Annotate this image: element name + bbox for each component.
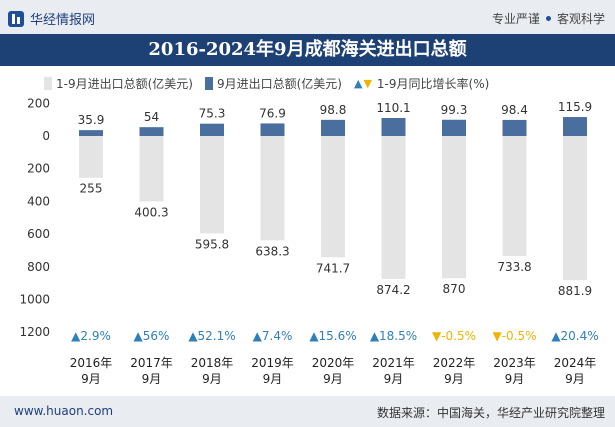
bar-cumulative [200, 136, 224, 234]
growth-rate-label: ▲2.9% [71, 329, 111, 343]
bar-monthly [502, 119, 527, 136]
bar-cumulative [381, 136, 406, 279]
legend-label-cumulative: 1-9月进出口总额(亿美元) [56, 76, 193, 91]
bar-monthly [442, 119, 466, 136]
bar-monthly [563, 117, 587, 136]
x-tick-label: 2021年 [372, 356, 415, 370]
growth-rate-label: ▲7.4% [253, 329, 293, 343]
data-label-monthly: 75.3 [199, 107, 226, 121]
bullet-dot-icon [545, 16, 551, 21]
brand-logo-icon [8, 10, 24, 27]
brand-name: 华经情报网 [30, 13, 96, 28]
bar-cumulative [321, 136, 345, 258]
growth-rate-label: ▲52.1% [188, 329, 235, 343]
growth-rate-label: ▼-0.5% [432, 329, 476, 343]
data-label-cumulative: 874.2 [376, 283, 410, 297]
x-tick-label: 2020年 [312, 356, 355, 370]
tagline-left: 专业严谨 [491, 12, 540, 26]
bar-cumulative [139, 136, 164, 202]
legend-item-cumulative: 1-9月进出口总额(亿美元) [44, 75, 193, 92]
x-tick-label: 2019年 [251, 356, 294, 370]
x-tick-label: 2022年 [433, 356, 476, 370]
legend-label-monthly: 9月进出口总额(亿美元) [216, 76, 342, 91]
growth-rate-label: ▲20.4% [551, 329, 598, 343]
data-label-monthly: 115.9 [558, 100, 592, 114]
bar-monthly [139, 127, 164, 136]
y-tick-label: 400 [27, 194, 50, 208]
data-label-cumulative: 741.7 [316, 261, 350, 275]
y-tick-label: 600 [27, 227, 50, 241]
data-label-monthly: 110.1 [376, 101, 410, 115]
y-tick-label: 1200 [19, 325, 50, 339]
legend-item-growth: ▲ ▼ 1-9月同比增长率(%) [354, 75, 489, 92]
y-tick-label: 200 [27, 162, 50, 176]
bar-monthly [79, 130, 103, 136]
data-label-cumulative: 733.8 [497, 260, 531, 274]
bar-monthly [381, 117, 406, 136]
x-tick-label: 2018年 [191, 356, 234, 370]
brand-logo[interactable]: 华经情报网 [8, 9, 95, 28]
legend-swatch-monthly [204, 76, 213, 90]
growth-rate-label: ▲18.5% [370, 329, 417, 343]
x-tick-label: 9月 [263, 372, 283, 386]
bar-cumulative [260, 136, 285, 241]
data-label-monthly: 76.9 [259, 106, 286, 120]
y-tick-label: 800 [27, 260, 50, 274]
footer-source: 数据来源：中国海关，华经产业研究院整理 [376, 406, 605, 420]
x-tick-label: 2023年 [493, 356, 536, 370]
footer-bar: www.huaon.com 数据来源：中国海关，华经产业研究院整理 [0, 396, 615, 427]
data-label-monthly: 35.9 [78, 113, 105, 127]
title-band: 2016-2024年9月成都海关进出口总额 [0, 34, 615, 66]
y-tick-label: 200 [27, 96, 50, 110]
data-label-cumulative: 400.3 [134, 205, 168, 219]
growth-rate-label: ▲15.6% [309, 329, 356, 343]
data-label-cumulative: 881.9 [558, 284, 592, 298]
data-label-cumulative: 595.8 [195, 237, 229, 251]
x-tick-label: 2017年 [130, 356, 173, 370]
chart-plot: 200 0 200 400 600 800 1000 1200 255 35.9 ▲2.9% 2016… [19, 96, 598, 386]
data-label-cumulative: 870 [443, 282, 466, 296]
x-tick-label: 9月 [444, 372, 464, 386]
y-tick-label: 1000 [19, 293, 50, 307]
growth-rate-label: ▼-0.5% [492, 329, 536, 343]
footer-website[interactable]: www.huaon.com [14, 404, 114, 418]
growth-rate-label: ▲56% [134, 329, 170, 343]
bar-cumulative [502, 136, 527, 256]
tagline: 专业严谨 客观科学 [492, 10, 605, 27]
bar-cumulative [563, 136, 587, 281]
data-label-cumulative: 255 [80, 182, 103, 196]
bar-cumulative [442, 136, 466, 279]
x-tick-label: 9月 [505, 372, 525, 386]
bar-monthly [321, 119, 345, 136]
tagline-right: 客观科学 [556, 12, 605, 26]
down-triangle-icon: ▼ [363, 76, 372, 90]
data-label-monthly: 98.4 [501, 103, 528, 117]
x-tick-label: 9月 [384, 372, 404, 386]
legend-swatch-cumulative [44, 76, 52, 90]
up-triangle-icon: ▲ [353, 76, 363, 90]
x-tick-label: 9月 [202, 372, 222, 386]
x-tick-label: 9月 [81, 372, 101, 386]
x-tick-label: 9月 [565, 372, 585, 386]
bar-monthly [260, 123, 285, 136]
data-label-monthly: 54 [144, 110, 159, 124]
y-tick-label: 0 [42, 129, 50, 143]
chart-title: 2016-2024年9月成都海关进出口总额 [148, 39, 467, 60]
x-tick-label: 9月 [142, 372, 162, 386]
legend-item-monthly: 9月进出口总额(亿美元) [204, 75, 342, 92]
bar-cumulative [79, 136, 103, 178]
x-tick-label: 2024年 [554, 356, 597, 370]
legend-label-growth: 1-9月同比增长率(%) [376, 76, 490, 91]
x-tick-label: 2016年 [70, 356, 113, 370]
chart-legend: 1-9月进出口总额(亿美元) 9月进出口总额(亿美元) ▲ ▼ 1-9月同比增长… [44, 74, 501, 92]
data-label-cumulative: 638.3 [255, 244, 289, 258]
bar-monthly [200, 123, 224, 136]
data-label-monthly: 99.3 [441, 103, 468, 117]
x-tick-label: 9月 [323, 372, 343, 386]
data-label-monthly: 98.8 [320, 103, 347, 117]
top-bar: 华经情报网 专业严谨 客观科学 [0, 0, 615, 34]
